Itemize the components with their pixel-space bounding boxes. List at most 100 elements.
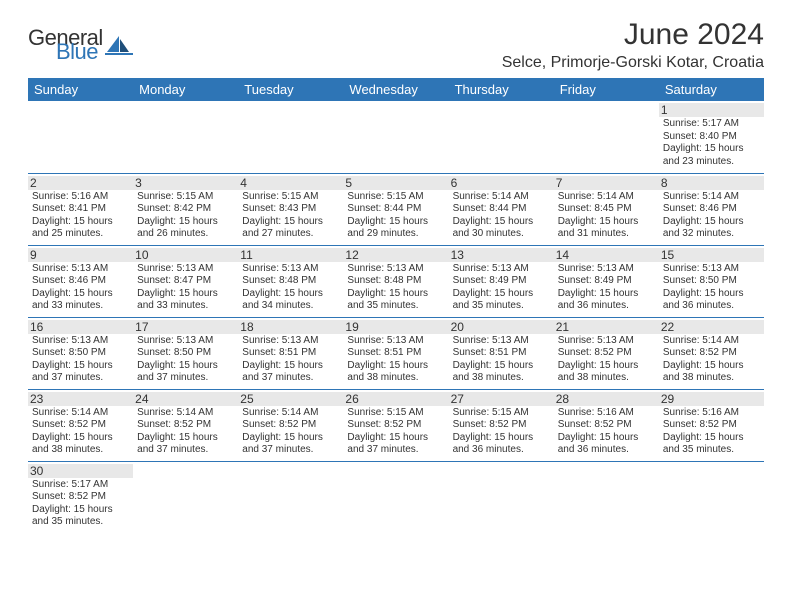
- day-number: 6: [449, 176, 554, 190]
- day-detail: Sunrise: 5:14 AMSunset: 8:52 PMDaylight:…: [32, 407, 129, 457]
- daylight-text: Daylight: 15 hours and 31 minutes.: [558, 216, 655, 241]
- calendar-week-row: 16Sunrise: 5:13 AMSunset: 8:50 PMDayligh…: [28, 317, 764, 389]
- calendar-day-cell: [554, 101, 659, 173]
- calendar-day-cell: 17Sunrise: 5:13 AMSunset: 8:50 PMDayligh…: [133, 317, 238, 389]
- calendar-day-cell: 16Sunrise: 5:13 AMSunset: 8:50 PMDayligh…: [28, 317, 133, 389]
- sunset-text: Sunset: 8:51 PM: [347, 347, 444, 360]
- calendar-day-cell: 7Sunrise: 5:14 AMSunset: 8:45 PMDaylight…: [554, 173, 659, 245]
- sunset-text: Sunset: 8:50 PM: [32, 347, 129, 360]
- daylight-text: Daylight: 15 hours and 36 minutes.: [453, 432, 550, 457]
- calendar-day-cell: [343, 461, 448, 533]
- sunrise-text: Sunrise: 5:13 AM: [347, 335, 444, 348]
- day-detail: Sunrise: 5:14 AMSunset: 8:45 PMDaylight:…: [558, 191, 655, 241]
- sunset-text: Sunset: 8:50 PM: [137, 347, 234, 360]
- day-number: 12: [343, 248, 448, 262]
- sunrise-text: Sunrise: 5:13 AM: [347, 263, 444, 276]
- weekday-header: Saturday: [659, 78, 764, 101]
- calendar-day-cell: 26Sunrise: 5:15 AMSunset: 8:52 PMDayligh…: [343, 389, 448, 461]
- calendar-day-cell: [238, 461, 343, 533]
- day-number: 8: [659, 176, 764, 190]
- sunrise-text: Sunrise: 5:13 AM: [453, 335, 550, 348]
- calendar-day-cell: 18Sunrise: 5:13 AMSunset: 8:51 PMDayligh…: [238, 317, 343, 389]
- day-number: 21: [554, 320, 659, 334]
- day-detail: Sunrise: 5:13 AMSunset: 8:49 PMDaylight:…: [453, 263, 550, 313]
- calendar-day-cell: [28, 101, 133, 173]
- sunset-text: Sunset: 8:51 PM: [242, 347, 339, 360]
- calendar-day-cell: 4Sunrise: 5:15 AMSunset: 8:43 PMDaylight…: [238, 173, 343, 245]
- sunrise-text: Sunrise: 5:13 AM: [137, 335, 234, 348]
- daylight-text: Daylight: 15 hours and 36 minutes.: [663, 288, 760, 313]
- sunset-text: Sunset: 8:46 PM: [32, 275, 129, 288]
- sunrise-text: Sunrise: 5:14 AM: [242, 407, 339, 420]
- daylight-text: Daylight: 15 hours and 37 minutes.: [242, 432, 339, 457]
- sunrise-text: Sunrise: 5:15 AM: [242, 191, 339, 204]
- sunset-text: Sunset: 8:49 PM: [558, 275, 655, 288]
- logo-text-blue: Blue: [56, 42, 103, 62]
- sunrise-text: Sunrise: 5:14 AM: [663, 191, 760, 204]
- calendar-week-row: 23Sunrise: 5:14 AMSunset: 8:52 PMDayligh…: [28, 389, 764, 461]
- calendar-week-row: 9 Sunrise: 5:13 AM Sunset: 8:46 PM Daylight…: [28, 245, 764, 317]
- day-number: 5: [343, 176, 448, 190]
- sunset-text: Sunset: 8:49 PM: [453, 275, 550, 288]
- sunrise-text: Sunrise: 5:15 AM: [453, 407, 550, 420]
- daylight-text: Daylight: 15 hours and 38 minutes.: [663, 360, 760, 385]
- daylight-text: Daylight: 15 hours and 36 minutes.: [558, 288, 655, 313]
- sunset-text: Sunset: 8:48 PM: [242, 275, 339, 288]
- day-detail: Sunrise: 5:14 AMSunset: 8:46 PMDaylight:…: [663, 191, 760, 241]
- sunset-text: Sunset: 8:45 PM: [558, 203, 655, 216]
- sunset-text: Sunset: 8:43 PM: [242, 203, 339, 216]
- day-detail: Sunrise: 5:13 AMSunset: 8:50 PMDaylight:…: [663, 263, 760, 313]
- title-block: June 2024 Selce, Primorje-Gorski Kotar, …: [502, 18, 764, 72]
- day-number: 22: [659, 320, 764, 334]
- day-number: 23: [28, 392, 133, 406]
- day-number: 1: [659, 103, 764, 117]
- day-number: 27: [449, 392, 554, 406]
- calendar-day-cell: 29Sunrise: 5:16 AMSunset: 8:52 PMDayligh…: [659, 389, 764, 461]
- daylight-text: Daylight: 15 hours and 38 minutes.: [347, 360, 444, 385]
- calendar-week-row: 2Sunrise: 5:16 AMSunset: 8:41 PMDaylight…: [28, 173, 764, 245]
- sunset-text: Sunset: 8:42 PM: [137, 203, 234, 216]
- daylight-text: Daylight: 15 hours and 35 minutes.: [453, 288, 550, 313]
- daylight-text: Daylight: 15 hours and 38 minutes.: [453, 360, 550, 385]
- day-detail: Sunrise: 5:15 AMSunset: 8:52 PMDaylight:…: [347, 407, 444, 457]
- daylight-text: Daylight: 15 hours and 37 minutes.: [242, 360, 339, 385]
- day-detail: Sunrise: 5:14 AMSunset: 8:52 PMDaylight:…: [137, 407, 234, 457]
- calendar-day-cell: 19Sunrise: 5:13 AMSunset: 8:51 PMDayligh…: [343, 317, 448, 389]
- day-detail: Sunrise: 5:16 AMSunset: 8:52 PMDaylight:…: [558, 407, 655, 457]
- weekday-header: Tuesday: [238, 78, 343, 101]
- day-detail: Sunrise: 5:15 AMSunset: 8:52 PMDaylight:…: [453, 407, 550, 457]
- daylight-text: Daylight: 15 hours and 23 minutes.: [663, 143, 760, 168]
- logo-sail-icon: [105, 34, 133, 56]
- sunrise-text: Sunrise: 5:14 AM: [663, 335, 760, 348]
- weekday-header: Friday: [554, 78, 659, 101]
- sunrise-text: Sunrise: 5:14 AM: [558, 191, 655, 204]
- daylight-text: Daylight: 15 hours and 33 minutes.: [137, 288, 234, 313]
- day-detail: Sunrise: 5:13 AMSunset: 8:50 PMDaylight:…: [137, 335, 234, 385]
- day-number: 30: [28, 464, 133, 478]
- sunrise-text: Sunrise: 5:17 AM: [663, 118, 760, 131]
- sunrise-text: Sunrise: 5:15 AM: [137, 191, 234, 204]
- day-detail: Sunrise: 5:13 AMSunset: 8:51 PMDaylight:…: [453, 335, 550, 385]
- sunrise-text: Sunrise: 5:13 AM: [32, 335, 129, 348]
- calendar-day-cell: 10Sunrise: 5:13 AMSunset: 8:47 PMDayligh…: [133, 245, 238, 317]
- weekday-header: Sunday: [28, 78, 133, 101]
- sunrise-text: Sunrise: 5:13 AM: [558, 335, 655, 348]
- day-number: 17: [133, 320, 238, 334]
- sunset-text: Sunset: 8:47 PM: [137, 275, 234, 288]
- calendar-day-cell: [133, 461, 238, 533]
- logo: General Blue: [28, 28, 133, 62]
- day-number: 3: [133, 176, 238, 190]
- daylight-text: Daylight: 15 hours and 38 minutes.: [32, 432, 129, 457]
- calendar-day-cell: 15Sunrise: 5:13 AMSunset: 8:50 PMDayligh…: [659, 245, 764, 317]
- day-number: 9: [28, 248, 133, 262]
- sunrise-text: Sunrise: 5:16 AM: [558, 407, 655, 420]
- sunset-text: Sunset: 8:52 PM: [347, 419, 444, 432]
- day-detail: Sunrise: 5:13 AMSunset: 8:51 PMDaylight:…: [242, 335, 339, 385]
- daylight-text: Daylight: 15 hours and 37 minutes.: [347, 432, 444, 457]
- day-detail: Sunrise: 5:16 AMSunset: 8:52 PMDaylight:…: [663, 407, 760, 457]
- calendar-day-cell: 28Sunrise: 5:16 AMSunset: 8:52 PMDayligh…: [554, 389, 659, 461]
- calendar-day-cell: 13Sunrise: 5:13 AMSunset: 8:49 PMDayligh…: [449, 245, 554, 317]
- day-number: 16: [28, 320, 133, 334]
- weekday-header: Monday: [133, 78, 238, 101]
- sunset-text: Sunset: 8:52 PM: [137, 419, 234, 432]
